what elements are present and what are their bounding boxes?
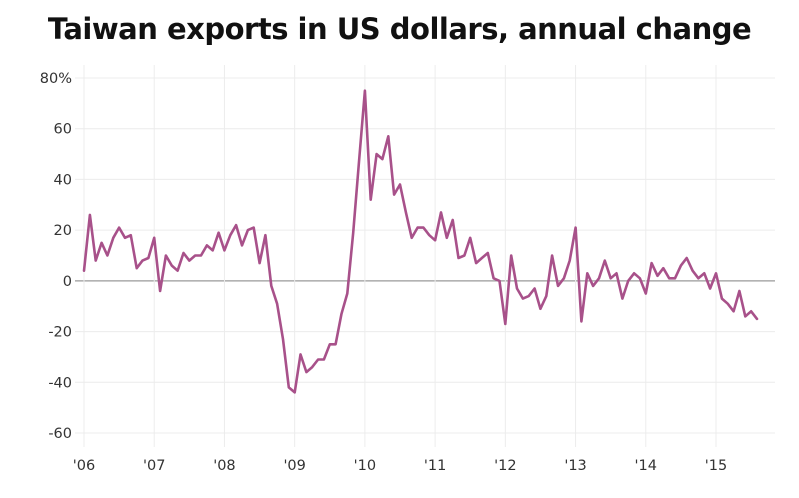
x-tick-label: '14: [635, 458, 657, 474]
y-tick-label: 40: [54, 172, 72, 188]
x-tick-label: '11: [424, 458, 446, 474]
x-tick-label: '10: [354, 458, 376, 474]
y-tick-label: 80%: [40, 71, 72, 87]
y-tick-label: -60: [48, 426, 72, 442]
x-tick-label: '12: [494, 458, 516, 474]
x-tick-label: '07: [143, 458, 165, 474]
x-tick-label: '08: [213, 458, 235, 474]
x-tick-label: '15: [705, 458, 727, 474]
series-layer: [82, 89, 759, 394]
y-tick-label: -20: [48, 325, 72, 341]
y-tick-label: 0: [63, 274, 72, 290]
y-tick-label: 60: [54, 122, 72, 138]
chart-title: Taiwan exports in US dollars, annual cha…: [47, 12, 752, 46]
x-tick-label: '13: [564, 458, 586, 474]
grid: [75, 65, 775, 447]
y-tick-label: -40: [48, 375, 72, 391]
x-tick-label: '06: [73, 458, 95, 474]
x-tick-label: '09: [283, 458, 305, 474]
axis-labels: -60 -40 -20 0 20 40 60 80% '06 '07 '08 '09 '10 '11 '12…: [40, 71, 727, 474]
y-tick-label: 20: [54, 223, 72, 239]
series-line: [82, 89, 759, 394]
